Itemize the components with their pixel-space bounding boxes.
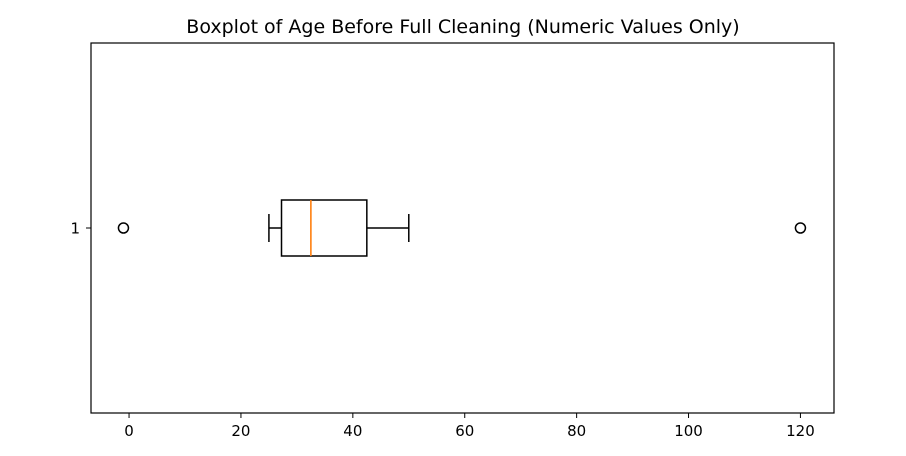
chart-title: Boxplot of Age Before Full Cleaning (Num…: [186, 16, 739, 38]
x-tick-label: 60: [455, 422, 474, 440]
x-tick-label: 0: [124, 422, 134, 440]
x-tick-label: 120: [786, 422, 815, 440]
boxplot-group: [117, 199, 807, 257]
outlier-point: [794, 222, 807, 234]
y-tick-label: 1: [70, 220, 80, 238]
x-tick-label: 100: [674, 422, 703, 440]
x-tick-label: 40: [343, 422, 362, 440]
plot-area-frame: [90, 42, 835, 414]
iqr-box: [280, 199, 368, 257]
x-tick-label: 80: [567, 422, 586, 440]
outlier-point: [117, 222, 130, 234]
x-axis: 0 20 40 60 80 100 120: [124, 413, 815, 440]
x-tick-label: 20: [231, 422, 250, 440]
y-axis: 1: [70, 220, 91, 238]
